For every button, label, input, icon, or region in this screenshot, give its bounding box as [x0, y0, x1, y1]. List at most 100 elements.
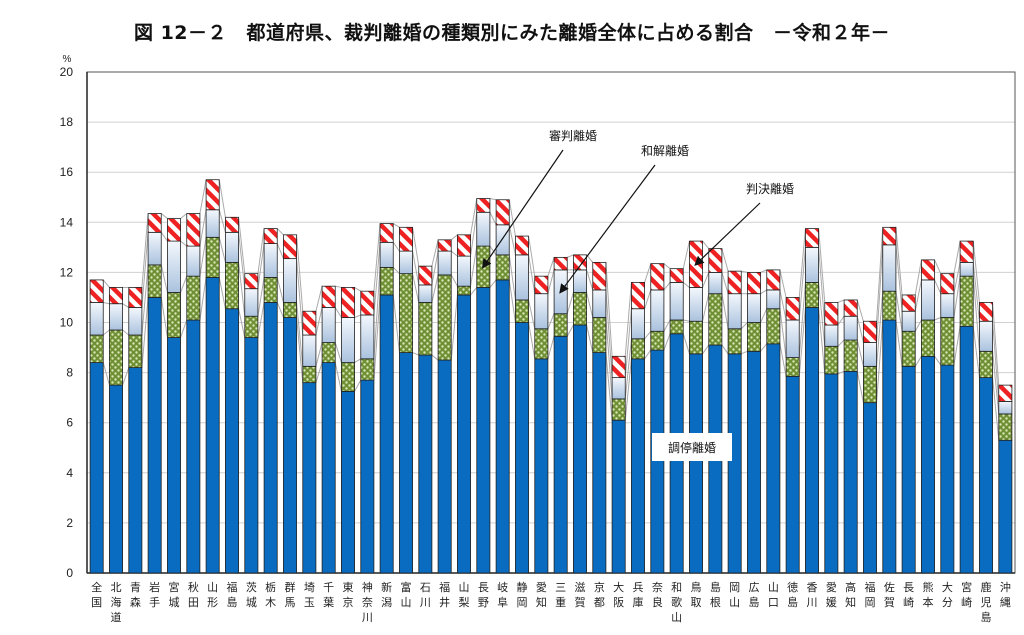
bar-segment-hanketsu [901, 294, 916, 312]
series-connector [412, 273, 420, 303]
bar-segment-shinpan [128, 334, 143, 368]
series-connector [914, 356, 922, 367]
x-tick-label: 京 [343, 595, 354, 609]
bar-segment-chotei [785, 375, 800, 574]
x-tick-label: 東 [343, 581, 354, 594]
series-connector [160, 232, 168, 242]
series-connector [470, 246, 478, 287]
bar-segment-wakai [901, 310, 916, 332]
series-connector [779, 308, 787, 358]
series-connector [296, 302, 304, 367]
series-connector [218, 237, 226, 263]
bar-segment-hanketsu [379, 223, 394, 243]
series-connector [702, 293, 710, 322]
bar-segment-shinpan [766, 308, 781, 345]
annotation-label: 判決離婚 [746, 182, 794, 196]
series-connector [528, 299, 536, 329]
x-tick-label: 良 [652, 595, 663, 609]
series-connector [818, 247, 826, 326]
series-connector [547, 313, 555, 329]
bar-segment-shinpan [360, 358, 375, 381]
bar-segment-wakai [534, 293, 549, 330]
series-connector [276, 302, 284, 318]
bar-segment-chotei [611, 419, 626, 574]
series-connector [489, 198, 497, 201]
bar-segment-hanketsu [708, 248, 723, 273]
series-connector [682, 333, 690, 354]
annotation-box [652, 433, 732, 461]
bar-segment-shinpan [573, 292, 587, 326]
x-tick-label: 鹿 [981, 580, 992, 594]
bar-segment-wakai [979, 320, 993, 352]
bar-segment-wakai [515, 254, 529, 301]
x-tick-label: 森 [130, 595, 141, 609]
series-connector [818, 282, 826, 347]
series-connector [702, 344, 710, 355]
bar-segment-hanketsu [863, 320, 877, 343]
bar-segment-hanketsu [437, 239, 452, 252]
y-tick-label: 16 [60, 165, 74, 179]
bar-segment-wakai [940, 293, 955, 318]
series-connector [721, 272, 729, 294]
x-tick-label: 庫 [633, 595, 644, 609]
series-connector [566, 324, 574, 337]
x-tick-label: 石 [420, 581, 431, 594]
bar-segment-shinpan [147, 264, 162, 298]
bar-segment-chotei [379, 294, 394, 574]
series-connector [856, 339, 864, 367]
series-connector [992, 351, 1000, 414]
bar-segment-hanketsu [979, 302, 993, 322]
series-connector [683, 319, 690, 322]
bar-segment-wakai [727, 293, 742, 330]
series-connector [141, 232, 149, 308]
x-tick-label: 茨 [246, 580, 257, 594]
series-connector [103, 301, 110, 305]
series-connector [992, 377, 1000, 441]
x-tick-label: 群 [285, 580, 296, 594]
bar-segment-shinpan [785, 357, 800, 377]
series-connector [779, 269, 787, 298]
bar-segment-hanketsu [225, 216, 239, 233]
bar-segment-chotei [901, 365, 916, 574]
series-connector [218, 209, 226, 233]
bar-segment-hanketsu [147, 213, 162, 233]
bar-segment-wakai [689, 287, 703, 322]
bar-segment-hanketsu [495, 199, 510, 226]
bar-segment-shinpan [611, 398, 626, 421]
x-tick-label: 鳥 [691, 580, 702, 594]
series-connector [914, 259, 922, 296]
series-connector [392, 294, 400, 353]
series-connector [354, 314, 361, 318]
bar-segment-chotei [940, 364, 955, 574]
bar-segment-chotei [689, 353, 703, 574]
x-tick-label: 奈 [652, 580, 663, 594]
bar-segment-hanketsu [998, 384, 1013, 402]
bar-segment-wakai [418, 284, 433, 303]
x-tick-label: 福 [227, 580, 238, 594]
bar-segment-hanketsu [263, 228, 278, 244]
x-tick-label: 全 [91, 580, 102, 594]
series-connector [508, 254, 516, 301]
bar-segment-shinpan [302, 365, 317, 384]
bar-segment-wakai [283, 258, 297, 303]
bar-segment-wakai [553, 269, 568, 315]
bar-segment-shinpan [495, 254, 510, 281]
bar-segment-wakai [650, 289, 665, 332]
series-connector [354, 379, 362, 392]
bar-segment-chotei [167, 337, 181, 574]
x-tick-label: 形 [207, 596, 218, 609]
series-connector [741, 350, 748, 355]
series-connector [238, 262, 246, 317]
x-tick-label: 崎 [903, 595, 914, 609]
series-connector [953, 262, 961, 294]
x-tick-label: 北 [111, 581, 122, 594]
x-tick-label: 川 [807, 596, 818, 609]
bar-segment-chotei [186, 319, 201, 574]
x-tick-label: 岐 [497, 581, 508, 594]
bar-segment-chotei [573, 324, 587, 574]
series-connector [508, 199, 516, 237]
bar-segment-wakai [437, 250, 452, 276]
bar-segment-wakai [631, 308, 645, 340]
bar-segment-hanketsu [534, 275, 549, 295]
series-connector [953, 240, 961, 274]
